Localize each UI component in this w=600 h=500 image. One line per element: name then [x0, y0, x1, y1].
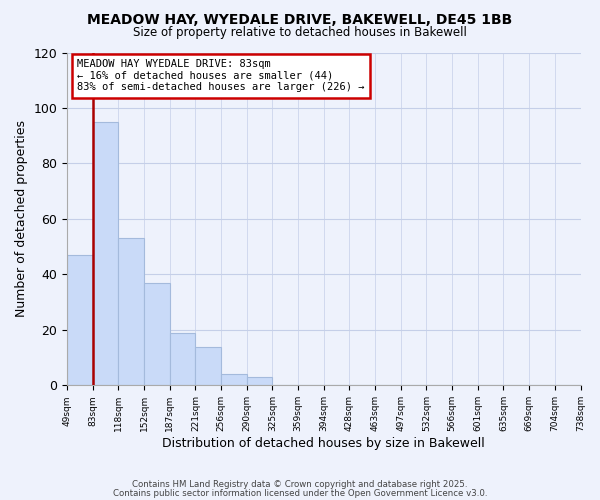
Bar	[118, 238, 144, 386]
Bar	[144, 282, 170, 386]
Bar	[247, 377, 272, 386]
Bar	[221, 374, 247, 386]
Bar	[67, 255, 93, 386]
Text: MEADOW HAY WYEDALE DRIVE: 83sqm
← 16% of detached houses are smaller (44)
83% of: MEADOW HAY WYEDALE DRIVE: 83sqm ← 16% of…	[77, 59, 365, 92]
Text: Contains public sector information licensed under the Open Government Licence v3: Contains public sector information licen…	[113, 488, 487, 498]
Y-axis label: Number of detached properties: Number of detached properties	[15, 120, 28, 318]
Text: Contains HM Land Registry data © Crown copyright and database right 2025.: Contains HM Land Registry data © Crown c…	[132, 480, 468, 489]
Text: MEADOW HAY, WYEDALE DRIVE, BAKEWELL, DE45 1BB: MEADOW HAY, WYEDALE DRIVE, BAKEWELL, DE4…	[88, 12, 512, 26]
Bar	[196, 346, 221, 386]
X-axis label: Distribution of detached houses by size in Bakewell: Distribution of detached houses by size …	[163, 437, 485, 450]
Text: Size of property relative to detached houses in Bakewell: Size of property relative to detached ho…	[133, 26, 467, 39]
Bar	[93, 122, 118, 386]
Bar	[170, 332, 196, 386]
